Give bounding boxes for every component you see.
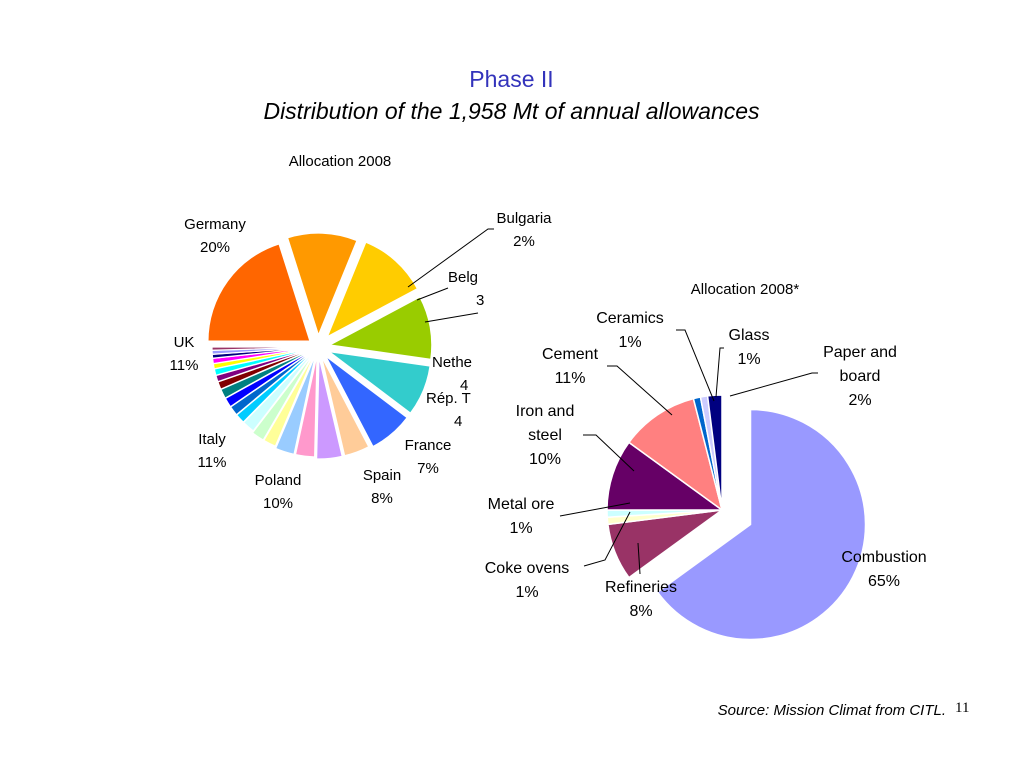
sector-pie-labels: Combustion 65% Refineries 8% Coke ovens 1% Met… — [485, 310, 927, 620]
sector-label-cement: Cement 11% — [542, 346, 599, 387]
source-note: Source: Mission Climat from CITL. — [717, 702, 946, 719]
sector-label-iron-and-steel: Iron and steel 10% — [516, 403, 575, 468]
sector-label-refineries: Refineries 8% — [605, 579, 677, 620]
leader-refineries — [637, 542, 641, 575]
slide-subtitle: Distribution of the 1,958 Mt of annual a… — [263, 98, 760, 124]
leader-ceramics — [676, 329, 715, 402]
country-label-uk: UK 11% — [170, 334, 199, 374]
sector-label-metal-ore: Metal ore 1% — [488, 496, 555, 537]
leader-metal-ore — [559, 502, 631, 517]
sector-label-paper-and-board: Paper and board 2% — [823, 344, 897, 409]
country-pie-clip — [478, 255, 508, 445]
country-chart-title: Allocation 2008 — [289, 153, 392, 170]
country-label-bulgaria: Bulgaria 2% — [496, 210, 552, 250]
country-pie — [207, 232, 433, 460]
sector-label-glass: Glass 1% — [729, 327, 770, 368]
sector-slice-iron-and-steel — [606, 441, 725, 511]
country-slice-italy — [326, 241, 419, 338]
leader-iron-steel — [583, 434, 635, 472]
country-slice-r-p-t — [320, 356, 370, 457]
country-label-spain: Spain 8% — [363, 467, 401, 507]
country-slice-slice-8 — [294, 354, 318, 458]
country-label-italy: Italy 11% — [198, 431, 227, 471]
leader-small — [424, 312, 479, 323]
page-number: 11 — [955, 700, 970, 716]
country-label-belg: Belg 3 — [448, 269, 484, 309]
country-slice-bulgaria — [251, 351, 316, 441]
sector-slice-paper-and-board — [706, 394, 723, 511]
country-label-nethe: Nethe 4 — [432, 354, 472, 394]
sector-chart-title: Allocation 2008* — [691, 281, 800, 298]
country-label-france: France 7% — [405, 437, 452, 477]
country-slice-uk — [286, 232, 358, 337]
leader-paper — [729, 372, 818, 397]
leader-belgium — [416, 287, 449, 301]
sector-pie — [606, 394, 867, 641]
sector-slice-combustion — [656, 408, 867, 641]
country-slice-poland — [327, 296, 433, 361]
country-slice-germany — [207, 243, 311, 342]
sector-label-combustion: Combustion 65% — [841, 549, 926, 590]
leader-bulgaria — [407, 228, 494, 288]
sector-label-ceramics: Ceramics 1% — [596, 310, 664, 351]
slide-title: Phase II — [469, 66, 554, 92]
country-pie-labels: Germany 20% UK 11% Italy 11% Poland 10% Spain 8%F… — [170, 210, 553, 512]
leader-cement — [607, 365, 673, 416]
country-label-germany: Germany 20% — [184, 216, 246, 256]
country-slice-slice-24 — [211, 346, 315, 351]
country-slice-belg — [274, 354, 317, 456]
leader-glass — [715, 347, 724, 398]
sector-label-coke-ovens: Coke ovens 1% — [485, 560, 570, 601]
leader-coke-ovens — [583, 511, 631, 567]
country-slice-nethe — [315, 356, 343, 460]
country-label-poland: Poland 10% — [255, 472, 302, 512]
country-slice-spain — [328, 351, 431, 414]
country-slice-france — [325, 355, 408, 448]
sector-slice-cement — [627, 397, 724, 512]
country-slice-slice-10 — [263, 352, 316, 447]
